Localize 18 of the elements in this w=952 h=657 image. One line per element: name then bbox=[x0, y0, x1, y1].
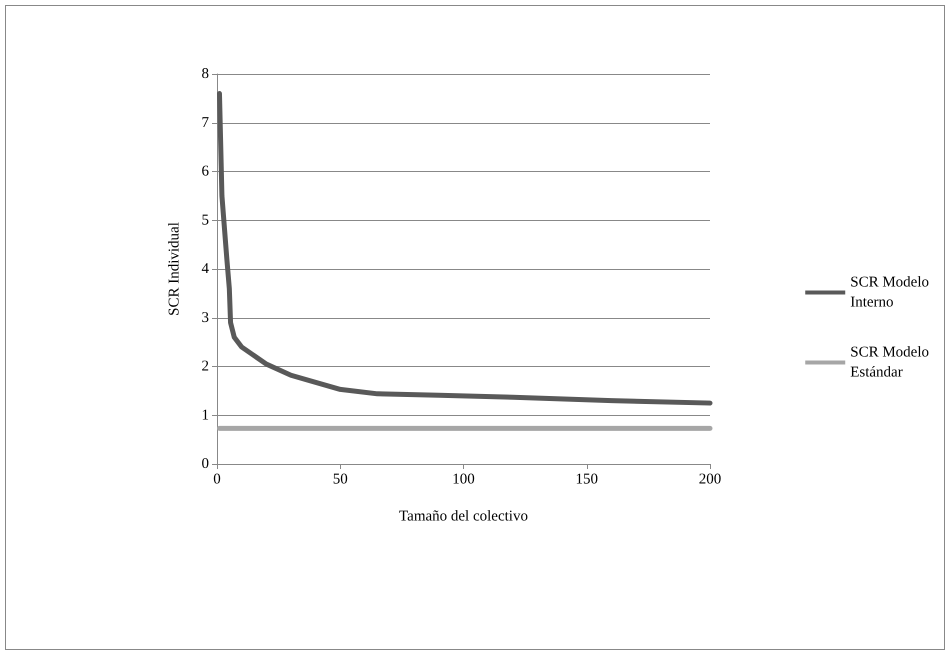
legend-label: SCR Modelo Interno bbox=[850, 274, 929, 310]
x-tick-label: 0 bbox=[213, 472, 221, 488]
y-tick-label: 0 bbox=[202, 456, 209, 472]
x-tick-label: 100 bbox=[452, 472, 475, 488]
y-tick-label: 5 bbox=[202, 212, 209, 228]
y-axis-title: SCR Individual bbox=[166, 222, 182, 316]
y-tick-label: 2 bbox=[202, 358, 209, 374]
y-tick-label: 3 bbox=[202, 310, 209, 326]
legend-label: SCR Modelo Estándar bbox=[850, 344, 929, 380]
y-tick-label: 6 bbox=[202, 164, 210, 180]
y-tick-label: 4 bbox=[202, 261, 210, 277]
x-tick-label: 150 bbox=[576, 472, 598, 488]
x-tick-label: 50 bbox=[332, 472, 348, 488]
x-tick-label: 200 bbox=[698, 472, 722, 488]
y-tick-label: 7 bbox=[202, 114, 210, 131]
y-tick-label: 8 bbox=[202, 66, 209, 82]
x-axis-title: Tamaño del colectivo bbox=[399, 508, 528, 524]
y-tick-label: 1 bbox=[202, 407, 209, 424]
